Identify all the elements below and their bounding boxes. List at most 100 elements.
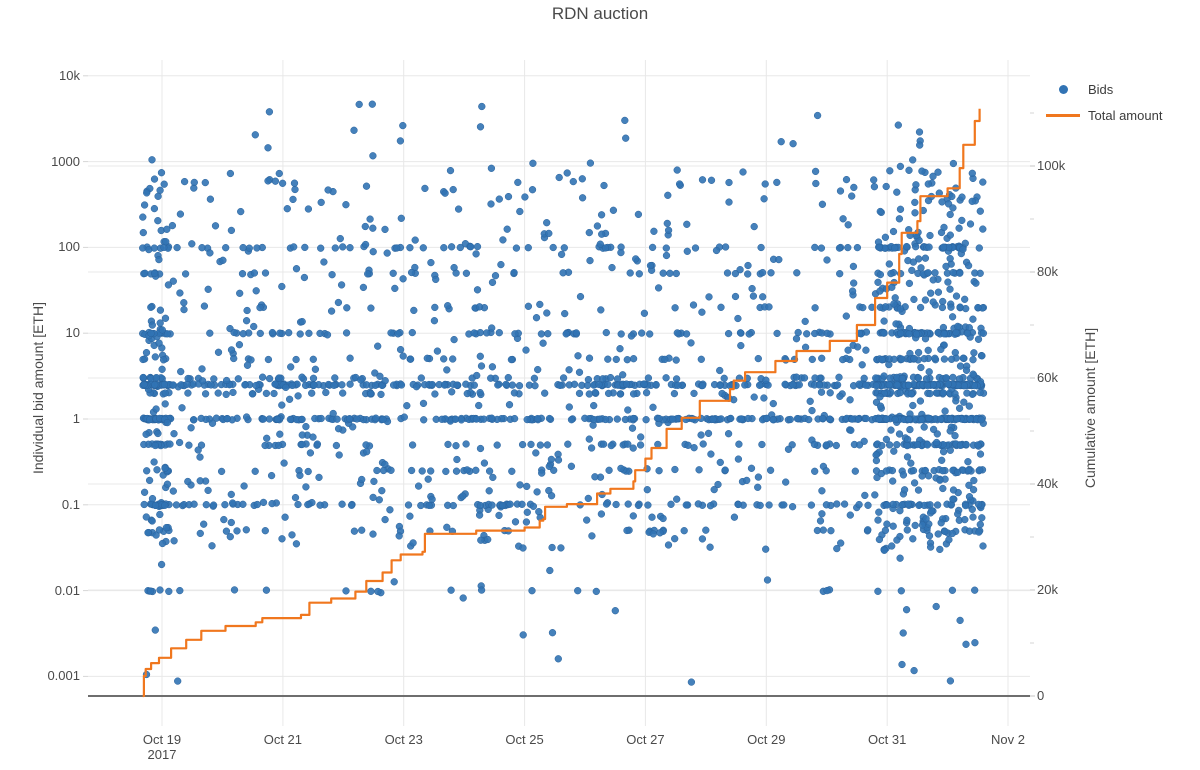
scatter-point[interactable]	[417, 374, 425, 382]
scatter-point[interactable]	[443, 523, 451, 531]
scatter-point[interactable]	[462, 380, 470, 388]
scatter-point[interactable]	[613, 415, 621, 423]
scatter-point[interactable]	[521, 193, 529, 201]
scatter-point[interactable]	[948, 586, 957, 594]
scatter-point[interactable]	[161, 314, 170, 322]
scatter-point[interactable]	[847, 426, 855, 434]
scatter-point[interactable]	[716, 366, 724, 375]
scatter-point[interactable]	[784, 445, 793, 453]
scatter-point[interactable]	[916, 397, 925, 405]
scatter-point[interactable]	[946, 210, 954, 219]
scatter-point[interactable]	[476, 352, 484, 360]
scatter-point[interactable]	[442, 467, 450, 476]
scatter-point[interactable]	[695, 466, 703, 474]
scatter-point[interactable]	[929, 425, 938, 434]
scatter-point[interactable]	[206, 195, 215, 203]
scatter-point[interactable]	[278, 401, 286, 409]
scatter-point[interactable]	[937, 345, 945, 354]
scatter-point[interactable]	[276, 430, 284, 438]
scatter-point[interactable]	[300, 273, 309, 282]
scatter-point[interactable]	[578, 194, 587, 202]
scatter-point[interactable]	[698, 535, 707, 543]
scatter-point[interactable]	[555, 173, 563, 182]
scatter-point[interactable]	[305, 329, 313, 337]
scatter-point[interactable]	[258, 373, 267, 381]
scatter-point[interactable]	[949, 268, 957, 277]
scatter-point[interactable]	[897, 587, 905, 595]
scatter-point[interactable]	[480, 459, 489, 467]
scatter-point[interactable]	[855, 500, 863, 509]
scatter-point[interactable]	[477, 536, 485, 544]
scatter-point[interactable]	[669, 415, 677, 423]
scatter-point[interactable]	[716, 458, 724, 467]
scatter-point[interactable]	[440, 244, 448, 252]
scatter-point[interactable]	[731, 292, 740, 301]
scatter-point[interactable]	[170, 537, 178, 545]
scatter-point[interactable]	[545, 414, 554, 423]
scatter-point[interactable]	[674, 381, 682, 389]
legend-item-bids[interactable]: Bids	[1046, 76, 1162, 102]
scatter-point[interactable]	[619, 371, 627, 379]
scatter-point[interactable]	[281, 513, 289, 521]
scatter-point[interactable]	[242, 526, 250, 534]
scatter-point[interactable]	[410, 306, 418, 315]
scatter-point[interactable]	[942, 262, 950, 271]
scatter-point[interactable]	[291, 493, 300, 502]
scatter-point[interactable]	[638, 329, 646, 337]
scatter-point[interactable]	[358, 526, 366, 534]
scatter-point[interactable]	[559, 269, 567, 277]
scatter-point[interactable]	[223, 415, 231, 423]
scatter-point[interactable]	[680, 527, 688, 535]
scatter-point[interactable]	[608, 263, 616, 272]
scatter-point[interactable]	[194, 446, 202, 454]
scatter-point[interactable]	[951, 348, 959, 357]
scatter-point[interactable]	[585, 435, 593, 443]
scatter-point[interactable]	[510, 414, 519, 423]
scatter-point[interactable]	[583, 381, 592, 390]
scatter-point[interactable]	[789, 381, 797, 389]
scatter-point[interactable]	[139, 213, 147, 221]
scatter-point[interactable]	[612, 500, 620, 509]
scatter-point[interactable]	[827, 527, 835, 535]
scatter-point[interactable]	[673, 166, 681, 174]
scatter-point[interactable]	[739, 168, 747, 176]
scatter-point[interactable]	[974, 500, 983, 509]
scatter-point[interactable]	[331, 374, 339, 382]
scatter-point[interactable]	[331, 244, 339, 252]
scatter-point[interactable]	[417, 501, 425, 510]
scatter-point[interactable]	[675, 180, 684, 188]
scatter-point[interactable]	[892, 320, 900, 328]
scatter-point[interactable]	[965, 527, 974, 535]
scatter-point[interactable]	[844, 243, 852, 252]
scatter-point[interactable]	[339, 389, 347, 397]
scatter-point[interactable]	[161, 400, 169, 408]
scatter-point[interactable]	[148, 321, 156, 329]
scatter-point[interactable]	[200, 520, 208, 528]
scatter-point[interactable]	[470, 381, 478, 389]
scatter-point[interactable]	[844, 346, 852, 354]
scatter-point[interactable]	[576, 292, 585, 301]
scatter-point[interactable]	[881, 303, 890, 311]
scatter-point[interactable]	[936, 415, 945, 423]
scatter-point[interactable]	[642, 416, 650, 424]
scatter-point[interactable]	[736, 266, 744, 274]
scatter-point[interactable]	[888, 542, 896, 550]
scatter-point[interactable]	[880, 317, 888, 325]
scatter-point[interactable]	[396, 137, 405, 145]
scatter-point[interactable]	[350, 527, 359, 535]
scatter-point[interactable]	[169, 381, 177, 389]
scatter-point[interactable]	[806, 397, 814, 405]
scatter-point[interactable]	[717, 303, 725, 311]
scatter-point[interactable]	[363, 448, 371, 456]
scatter-point[interactable]	[886, 374, 894, 382]
scatter-point[interactable]	[948, 192, 956, 201]
scatter-point[interactable]	[617, 248, 625, 257]
scatter-point[interactable]	[855, 441, 864, 449]
scatter-point[interactable]	[979, 329, 988, 337]
scatter-point[interactable]	[671, 304, 679, 312]
scatter-point[interactable]	[907, 459, 915, 467]
scatter-point[interactable]	[596, 415, 604, 423]
scatter-point[interactable]	[766, 466, 775, 474]
scatter-point[interactable]	[818, 487, 826, 495]
scatter-point[interactable]	[543, 219, 551, 227]
